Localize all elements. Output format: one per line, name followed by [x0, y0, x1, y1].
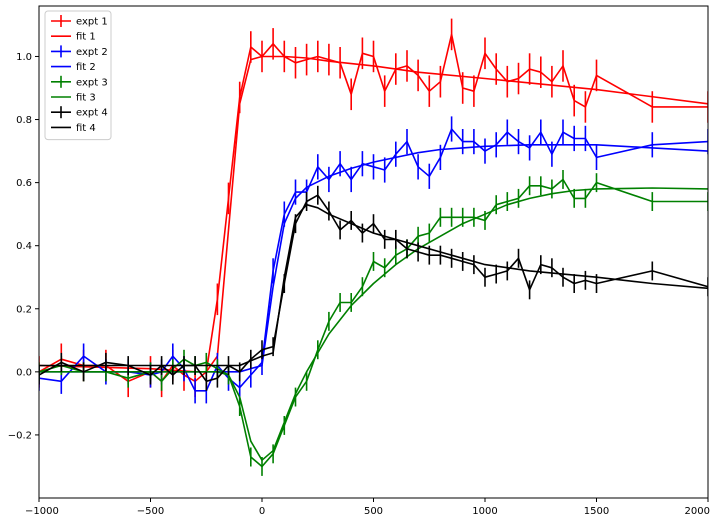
legend-item-expt-4: expt 4	[51, 106, 108, 119]
y-tick-label: 0.8	[16, 115, 32, 126]
legend-label: expt 2	[76, 47, 108, 58]
legend-item-fit-3: fit 3	[51, 93, 96, 104]
legend-label: fit 2	[76, 62, 96, 73]
legend-label: expt 1	[76, 17, 108, 28]
fit-2-line	[39, 144, 708, 373]
expt-1-line	[39, 33, 708, 383]
series-fit-4	[39, 203, 708, 367]
legend-item-fit-4: fit 4	[51, 123, 96, 134]
y-tick-label: 0.0	[16, 367, 32, 378]
series-expt-4	[39, 185, 708, 391]
x-tick-label: 2000	[685, 506, 710, 517]
x-tick-label: 1500	[584, 506, 609, 517]
expt-3-line	[39, 178, 708, 468]
y-tick-label: −0.2	[8, 430, 32, 441]
legend-item-fit-2: fit 2	[51, 62, 96, 73]
legend-item-fit-1: fit 1	[51, 32, 96, 43]
x-tick-label: 0	[259, 506, 265, 517]
legend-label: fit 1	[76, 32, 96, 43]
plot-area	[39, 18, 708, 476]
y-tick-label: 0.4	[16, 241, 32, 252]
x-tick-label: −500	[137, 506, 164, 517]
y-tick-label: 0.2	[16, 304, 32, 315]
legend-item-expt-2: expt 2	[51, 45, 108, 58]
series-fit-3	[39, 187, 708, 462]
x-axis: −1000 −500 0 500 1000 1500 2000	[25, 498, 710, 517]
x-tick-label: 1000	[472, 506, 497, 517]
x-tick-label: −1000	[25, 506, 59, 517]
fit-4-line	[39, 203, 708, 367]
y-axis: −0.2 0.0 0.2 0.4 0.6 0.8 1.0	[8, 52, 39, 441]
x-tick-label: 500	[364, 506, 383, 517]
legend-label: fit 4	[76, 123, 96, 134]
series-fit-2	[39, 144, 708, 373]
legend: expt 1 fit 1 expt 2 fit 2 expt 3 fit 3 expt 4 f…	[44, 10, 112, 141]
y-tick-label: 1.0	[16, 52, 32, 63]
fit-3-line	[39, 187, 708, 462]
y-tick-label: 0.6	[16, 178, 32, 189]
legend-item-expt-1: expt 1	[51, 15, 108, 28]
legend-label: fit 3	[76, 93, 96, 104]
legend-label: expt 3	[76, 77, 108, 88]
legend-label: expt 4	[76, 108, 108, 119]
legend-item-expt-3: expt 3	[51, 75, 108, 88]
legend-box	[44, 10, 112, 141]
axes-frame	[38, 5, 709, 499]
